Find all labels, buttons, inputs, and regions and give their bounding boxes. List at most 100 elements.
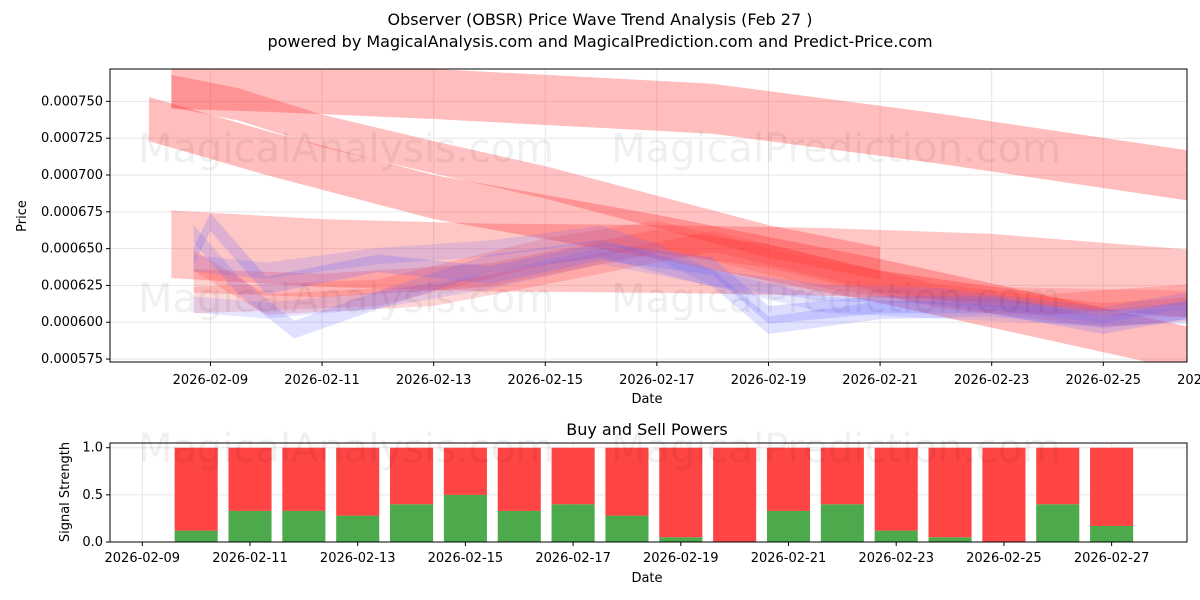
- price-x-tick-label: 2026-02-13: [396, 373, 472, 388]
- price-band-blue-2: [193, 225, 1187, 339]
- chart-subtitle: powered by MagicalAnalysis.com and Magic…: [267, 32, 932, 51]
- buy-bar: [443, 494, 487, 542]
- price-band-blue-4: [193, 247, 1187, 326]
- watermark-analysis-bottom: MagicalAnalysis.com: [138, 426, 554, 472]
- sell-bar: [228, 447, 272, 511]
- watermark-prediction-bottom: MagicalPrediction.com: [611, 426, 1061, 472]
- sell-bar: [766, 447, 811, 511]
- signal-bars: [174, 447, 1134, 542]
- price-x-tick-label: 2026-02-17: [619, 373, 695, 388]
- signal-y-label: Signal Strength: [58, 442, 73, 542]
- buy-bar: [551, 504, 595, 542]
- price-band-red-dark-wedge: [171, 74, 881, 280]
- price-y-label: Price: [15, 200, 30, 232]
- signal-x-tick-label: 2026-02-09: [105, 551, 181, 566]
- signal-plot-frame: [109, 442, 1188, 543]
- sell-bar: [820, 447, 864, 505]
- signal-y-tick-label: 0.5: [82, 488, 103, 503]
- buy-bar: [605, 515, 649, 542]
- price-band-red-mid-2: [193, 230, 1187, 315]
- buy-bar: [874, 530, 918, 542]
- sell-bar: [1090, 447, 1134, 526]
- price-x-tick-label: 2026-02-09: [173, 373, 249, 388]
- signal-x-axis: 2026-02-09 2026-02-11 2026-02-13 2026-02-15…: [105, 542, 1150, 566]
- price-x-label: Date: [631, 392, 662, 407]
- signal-x-tick-label: 2026-02-19: [643, 551, 719, 566]
- signal-y-tick-label: 0.0: [82, 535, 103, 550]
- signal-x-tick-label: 2026-02-11: [212, 551, 288, 566]
- price-x-tick-label: 2026-02-27: [1177, 373, 1200, 388]
- price-y-tick-label: 0.000725: [41, 131, 103, 146]
- price-y-tick-label: 0.000575: [41, 352, 103, 367]
- signal-chart-title: Buy and Sell Powers: [566, 420, 728, 439]
- buy-bar: [390, 504, 434, 542]
- price-band-blue-1: [193, 213, 1187, 335]
- sell-bar: [551, 447, 595, 505]
- buy-bar: [820, 504, 864, 542]
- chart-title: Observer (OBSR) Price Wave Trend Analysi…: [388, 10, 813, 29]
- buy-bar: [336, 515, 380, 542]
- signal-x-tick-label: 2026-02-25: [966, 551, 1042, 566]
- buy-bar: [282, 510, 326, 542]
- sell-bar: [443, 447, 487, 495]
- signal-panel: Buy and Sell Powers MagicalAnalysis.com …: [58, 420, 1188, 586]
- signal-x-tick-label: 2026-02-13: [320, 551, 396, 566]
- price-y-tick-label: 0.000675: [41, 205, 103, 220]
- price-grid: [110, 69, 1187, 362]
- price-x-tick-label: 2026-02-23: [954, 373, 1030, 388]
- buy-bar: [497, 510, 541, 542]
- buy-bar: [1036, 504, 1080, 542]
- sell-bar: [659, 447, 703, 538]
- sell-bar: [390, 447, 434, 505]
- buy-bar: [766, 510, 811, 542]
- sell-bar: [174, 447, 218, 531]
- price-x-tick-label: 2026-02-11: [284, 373, 360, 388]
- price-bands: [149, 69, 1187, 362]
- buy-bar: [228, 510, 272, 542]
- price-y-tick-label: 0.000625: [41, 278, 103, 293]
- signal-x-tick-label: 2026-02-21: [751, 551, 827, 566]
- signal-y-tick-label: 1.0: [82, 441, 103, 456]
- signal-x-tick-label: 2026-02-15: [428, 551, 504, 566]
- sell-bar: [928, 447, 972, 538]
- sell-bar: [605, 447, 649, 516]
- buy-bar: [174, 530, 218, 542]
- price-y-tick-label: 0.000650: [41, 242, 103, 257]
- price-x-tick-label: 2026-02-25: [1066, 373, 1142, 388]
- price-plot-frame: [109, 68, 1188, 363]
- sell-bar: [1036, 447, 1080, 505]
- price-band-red-mid-3: [193, 220, 1187, 318]
- price-band-red-mid-1: [193, 229, 1187, 327]
- signal-x-label: Date: [631, 571, 662, 586]
- sell-bar: [336, 447, 380, 516]
- price-x-tick-label: 2026-02-21: [842, 373, 918, 388]
- price-y-tick-label: 0.000750: [41, 94, 103, 109]
- signal-x-tick-label: 2026-02-27: [1074, 551, 1150, 566]
- price-band-blue-3: [193, 225, 1187, 323]
- sell-bar: [497, 447, 541, 511]
- buy-bar: [1090, 525, 1134, 542]
- price-x-tick-label: 2026-02-15: [507, 373, 583, 388]
- signal-x-tick-label: 2026-02-23: [858, 551, 934, 566]
- watermark-analysis-mid: MagicalAnalysis.com: [138, 276, 554, 322]
- sell-bar: [874, 447, 918, 531]
- price-band-red-flat-wide: [171, 210, 1187, 318]
- sell-bar: [982, 447, 1026, 542]
- price-y-axis: 0.000575 0.000600 0.000625 0.000650 0.000675…: [41, 94, 110, 367]
- watermark-analysis-top: MagicalAnalysis.com: [138, 126, 554, 172]
- watermark-prediction-mid: MagicalPrediction.com: [611, 276, 1061, 322]
- price-y-tick-label: 0.000600: [41, 315, 103, 330]
- sell-bar: [713, 447, 757, 542]
- price-band-long-red-lower: [149, 96, 1187, 362]
- watermark-prediction-top: MagicalPrediction.com: [611, 126, 1061, 172]
- price-x-axis: 2026-02-09 2026-02-11 2026-02-13 2026-02-15…: [173, 362, 1200, 388]
- price-panel: MagicalAnalysis.com MagicalPrediction.co…: [15, 68, 1200, 407]
- signal-x-tick-label: 2026-02-17: [535, 551, 611, 566]
- buy-bar: [928, 537, 972, 542]
- price-x-tick-label: 2026-02-19: [731, 373, 807, 388]
- signal-y-axis: 0.0 0.5 1.0: [82, 441, 110, 550]
- sell-bar: [282, 447, 326, 511]
- price-band-long-red-upper: [171, 69, 1187, 201]
- buy-bar: [659, 537, 703, 542]
